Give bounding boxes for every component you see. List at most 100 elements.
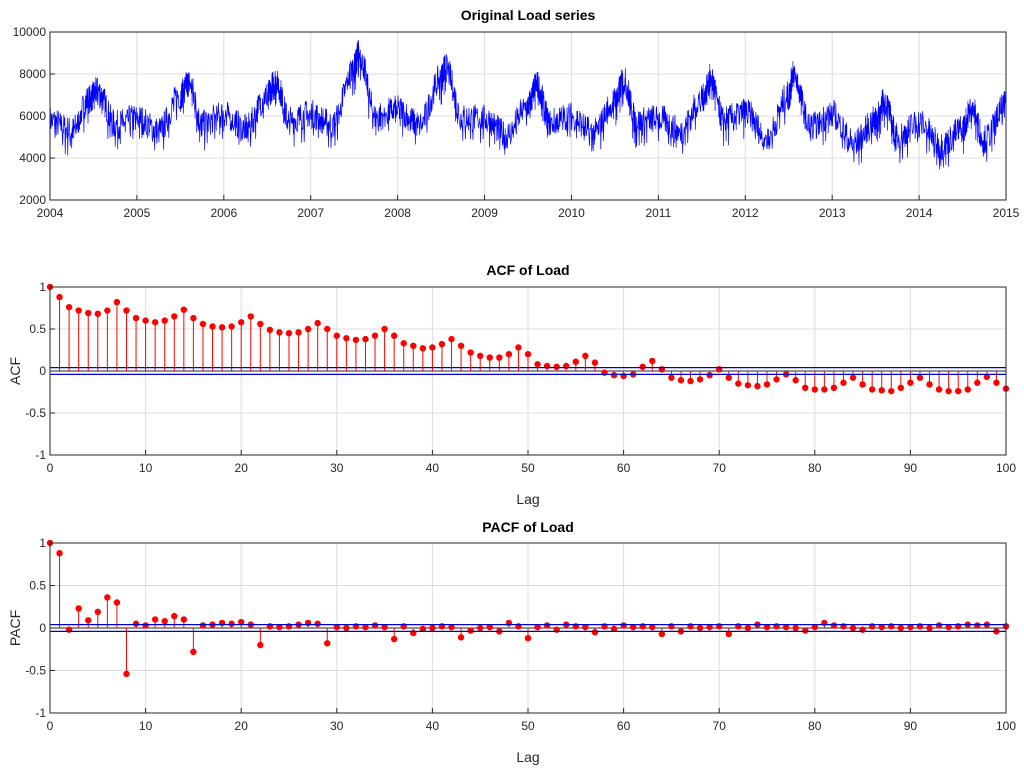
load-series-ytick-label: 2000	[19, 193, 46, 207]
acf-xtick-label: 10	[139, 461, 153, 475]
acf-stem-marker	[477, 352, 484, 360]
pacf-stem-marker	[725, 630, 732, 638]
acf-stem-marker	[888, 387, 895, 395]
pacf-stem-marker	[591, 629, 599, 636]
pacf-ylabel: PACF	[7, 610, 23, 646]
acf-ylabel: ACF	[7, 357, 23, 385]
acf-panel: ACF of Load 0 10 20 30 40 50 60 70 80 90 100-1-0.5…	[7, 262, 1016, 507]
pacf-stem-marker	[744, 624, 752, 632]
acf-stem-marker	[285, 330, 293, 337]
acf-stem-marker	[897, 384, 905, 391]
acf-stem-marker	[964, 386, 971, 393]
acf-stem-marker	[993, 379, 1000, 386]
acf-stem-marker	[238, 319, 245, 326]
acf-xtick-label: 80	[808, 461, 822, 475]
acf-stem-marker	[295, 329, 302, 336]
pacf-stem-marker	[649, 623, 656, 631]
pacf-stem-marker	[811, 623, 818, 631]
acf-stem-marker	[821, 386, 828, 393]
pacf-stem-marker	[85, 617, 92, 624]
pacf-stem-marker	[830, 622, 838, 629]
load-series-panel: Original Load series 2004 2005 2006 2007 200…	[13, 7, 1020, 220]
load-series-xtick-label: 2005	[124, 206, 151, 220]
acf-stem-marker	[257, 320, 264, 328]
acf-stem-marker	[190, 314, 197, 322]
acf-stem-marker	[639, 363, 646, 370]
acf-stem-marker	[209, 323, 216, 330]
acf-stem-marker	[151, 319, 159, 326]
acf-stem-marker	[505, 351, 513, 358]
pacf-stem-marker	[190, 648, 197, 655]
load-series-ytick-label: 10000	[13, 25, 47, 39]
pacf-stem-marker	[314, 620, 321, 627]
acf-stem-marker	[553, 363, 560, 370]
acf-stem-marker	[955, 387, 962, 395]
pacf-stem-marker	[390, 635, 398, 643]
acf-stem-marker	[94, 310, 102, 318]
pacf-stem-marker	[782, 623, 790, 631]
pacf-stem-marker	[381, 623, 388, 631]
pacf-stem-marker	[974, 622, 981, 629]
acf-stem-marker	[314, 319, 321, 327]
acf-stem-marker	[85, 309, 92, 317]
acf-stem-marker	[859, 381, 866, 388]
acf-stem-marker	[668, 374, 675, 381]
pacf-stem-marker	[333, 623, 340, 631]
acf-ytick-label: -0.5	[25, 406, 46, 420]
pacf-stem-marker	[238, 618, 245, 626]
pacf-stem-marker	[228, 620, 235, 627]
acf-ytick-label: 0.5	[29, 322, 46, 336]
pacf-xtick-label: 80	[808, 719, 822, 733]
acf-stem-marker	[304, 325, 312, 333]
acf-stem-marker	[75, 307, 82, 314]
acf-stem-marker	[410, 342, 417, 349]
acf-stem-marker	[324, 325, 331, 333]
pacf-ytick-label: 0.5	[29, 579, 46, 593]
acf-stem-marker	[582, 352, 589, 360]
pacf-xtick-label: 40	[426, 719, 440, 733]
pacf-stem-marker	[132, 620, 140, 627]
pacf-stem-marker	[161, 618, 168, 625]
pacf-stem-marker	[171, 612, 178, 620]
load-series-xtick-label: 2013	[819, 206, 846, 220]
acf-stem-marker	[438, 340, 446, 348]
acf-stem-marker	[457, 342, 465, 349]
pacf-stem-marker	[849, 624, 857, 632]
pacf-stem-marker	[419, 625, 427, 633]
pacf-ytick-label: -1	[35, 706, 46, 720]
acf-stem-marker	[773, 376, 780, 383]
acf-stem-marker	[572, 358, 579, 365]
acf-stem-marker	[945, 387, 952, 395]
acf-stem-marker	[706, 372, 713, 379]
pacf-xtick-label: 60	[617, 719, 631, 733]
acf-stem-marker	[362, 335, 369, 343]
pacf-ytick-label: 1	[39, 536, 46, 550]
acf-stem-marker	[276, 329, 283, 336]
acf-stem-marker	[400, 340, 407, 347]
acf-xtick-label: 90	[904, 461, 918, 475]
pacf-stem-marker	[907, 623, 914, 631]
acf-xtick-label: 0	[47, 461, 54, 475]
acf-stem-marker	[448, 335, 455, 343]
acf-stem-marker	[591, 359, 599, 366]
pacf-xtick-label: 70	[713, 719, 727, 733]
acf-stem-marker	[974, 379, 981, 386]
acf-stem-marker	[199, 320, 207, 328]
acf-plot	[46, 283, 1010, 395]
acf-stem-marker	[467, 349, 474, 356]
pacf-stem-marker	[610, 625, 618, 633]
load-series-xtick-label: 2009	[471, 206, 498, 220]
acf-xtick-label: 40	[426, 461, 440, 475]
acf-stem-marker	[792, 377, 799, 384]
acf-stem-marker	[161, 317, 168, 324]
acf-ytick-label: 0	[39, 364, 46, 378]
pacf-ticks: 0 10 20 30 40 50 60 70 80 90 100 -1 -0.5 0 0.5 1	[25, 536, 1016, 733]
load-series-ticks: 2004 2005 2006 2007 2008 2009 2010 2011 2012 2013…	[13, 25, 1020, 220]
pacf-stem-marker	[104, 594, 111, 601]
pacf-panel: PACF of Load 0 10 20 30 40 50 60 70 80 90 100-1-0.…	[7, 519, 1016, 765]
acf-stem-marker	[763, 381, 771, 388]
load-series-xtick-label: 2012	[732, 206, 759, 220]
pacf-stem-marker	[582, 623, 589, 631]
acf-stem-marker	[725, 374, 732, 381]
